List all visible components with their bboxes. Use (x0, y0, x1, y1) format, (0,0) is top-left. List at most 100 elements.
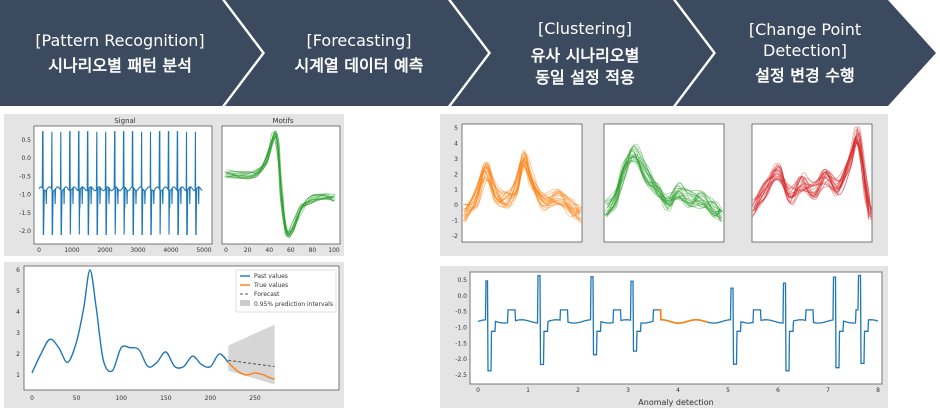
cluster-line-green (606, 147, 725, 215)
cluster-line-orange (464, 158, 582, 223)
cluster-line-orange (462, 165, 580, 222)
cluster-line-green (603, 143, 721, 216)
legend-true: True values (253, 282, 288, 289)
step-description-line2: 동일 설정 적용 (535, 67, 635, 87)
change-point-panel: 0.5 0.0 -0.5 -1.0 -1.5 -2.0 -2.5 0 1 2 3 4 5 6 7 8 Anom… (440, 266, 888, 408)
step-description: 설정 변경 수행 (755, 66, 855, 85)
cluster-line-orange (464, 161, 581, 213)
cluster-line-orange (463, 164, 580, 218)
step-description: 시나리오별 패턴 분석 (48, 55, 192, 75)
step-pattern-recognition: [Pattern Recognition] 시나리오별 패턴 분석 (0, 0, 240, 106)
cluster-line-red (754, 137, 871, 214)
cluster-line-green (607, 160, 722, 223)
step-chevron-1 (0, 0, 262, 106)
x-tick-label: 1000 (64, 247, 79, 254)
clustering-panel: 5 4 3 2 1 0 -1 -2 (440, 114, 888, 256)
cluster-line-green (607, 155, 722, 218)
cluster-line-red (754, 126, 871, 218)
x-tick-label: 8 (876, 387, 880, 394)
forecast-line (228, 359, 275, 368)
cluster-line-green (606, 156, 723, 213)
y-tick-label: -1.5 (455, 340, 467, 347)
cluster-line-green (604, 150, 721, 217)
cluster-line-red (753, 131, 872, 216)
cluster-line-green (606, 153, 723, 215)
cluster-line-green (604, 158, 722, 219)
cluster-line-orange (465, 161, 582, 222)
cluster-line-red (752, 141, 872, 220)
cluster-line-orange (465, 153, 580, 221)
y-tick-label: -2.0 (19, 228, 31, 235)
y-tick-label: 0.5 (457, 277, 467, 284)
cluster-line-red (752, 141, 870, 215)
y-tick-label: 6 (16, 267, 20, 274)
cluster-line-green (606, 149, 721, 222)
cluster-line-orange (464, 158, 581, 224)
y-tick-label: -2 (452, 233, 458, 240)
x-tick-label: 5000 (196, 247, 211, 254)
y-tick-label: -1.5 (19, 210, 31, 217)
x-tick-label: 250 (249, 395, 261, 402)
cluster-line-red (754, 136, 870, 220)
y-tick-label: 2 (16, 351, 20, 358)
cluster-line-red (751, 126, 872, 211)
forecast-panel: 6 5 4 3 2 1 0 50 100 150 200 250 Past values True v… (4, 262, 344, 408)
prediction-interval-band (228, 324, 275, 385)
cluster-line-green (604, 161, 721, 217)
cluster-line-red (755, 132, 870, 212)
anomaly-segment (658, 309, 709, 324)
cluster-line-green (607, 146, 721, 214)
x-tick-label: 3000 (130, 247, 145, 254)
cluster-line-orange (464, 157, 581, 221)
y-tick-label: 4 (454, 140, 458, 147)
step-description: 시계열 데이터 예측 (294, 55, 424, 75)
y-tick-label: 0.5 (21, 137, 31, 144)
cluster-line-red (753, 134, 873, 220)
y-tick-label: -1 (452, 218, 458, 225)
cluster-line-orange (463, 163, 583, 224)
cluster-line-green (604, 154, 721, 222)
legend-interval: 0.95% prediction intervals (254, 301, 333, 308)
y-tick-label: -0.5 (19, 173, 31, 180)
cluster-plot-green (603, 123, 725, 243)
chart-title: Signal (114, 117, 136, 125)
y-tick-label: -2.5 (455, 372, 467, 379)
cluster-line-orange (464, 162, 580, 222)
y-tick-label: 5 (16, 288, 20, 295)
x-tick-label: 0 (37, 247, 41, 254)
step-clustering: [Clustering] 유사 시나리오별 동일 설정 적용 (474, 0, 696, 106)
cluster-line-red (752, 128, 870, 211)
step-forecasting: [Forecasting] 시계열 데이터 예측 (248, 0, 470, 106)
x-tick-label: 4000 (163, 247, 178, 254)
cluster-line-orange (462, 153, 581, 214)
x-tick-label: 3 (626, 387, 630, 394)
y-tick-label: 3 (16, 330, 20, 337)
cluster-line-orange (462, 163, 582, 211)
cluster-line-red (753, 141, 869, 209)
cluster-line-red (753, 138, 872, 214)
cluster-line-green (606, 160, 723, 216)
cluster-line-green (606, 156, 722, 221)
step-chevron-2 (225, 0, 488, 106)
cluster-line-orange (463, 162, 581, 215)
cluster-line-orange (464, 151, 582, 220)
step-change-point-detection: [Change Point Detection] 설정 변경 수행 (700, 0, 910, 106)
x-tick-label: 6 (776, 387, 780, 394)
cluster-line-red (754, 142, 870, 213)
cluster-line-red (751, 136, 872, 215)
clustering-charts: 5 4 3 2 1 0 -1 -2 (452, 123, 873, 243)
step-title: [Clustering] (537, 18, 632, 38)
cluster-line-red (753, 141, 870, 211)
y-tick-label: -0.5 (455, 309, 467, 316)
x-tick-label: 4 (676, 387, 680, 394)
x-tick-label: 5 (726, 387, 730, 394)
x-tick-label: 7 (826, 387, 830, 394)
cluster-line-orange (463, 156, 582, 213)
legend-past: Past values (254, 273, 288, 280)
x-tick-label: 2 (576, 387, 580, 394)
y-tick-label: 5 (454, 125, 458, 132)
step-title-line2: Detection] (763, 41, 847, 60)
cluster-line-green (605, 155, 723, 218)
cluster-line-red (755, 139, 870, 220)
forecast-chart: 6 5 4 3 2 1 0 50 100 150 200 250 Past values True v… (16, 265, 340, 402)
